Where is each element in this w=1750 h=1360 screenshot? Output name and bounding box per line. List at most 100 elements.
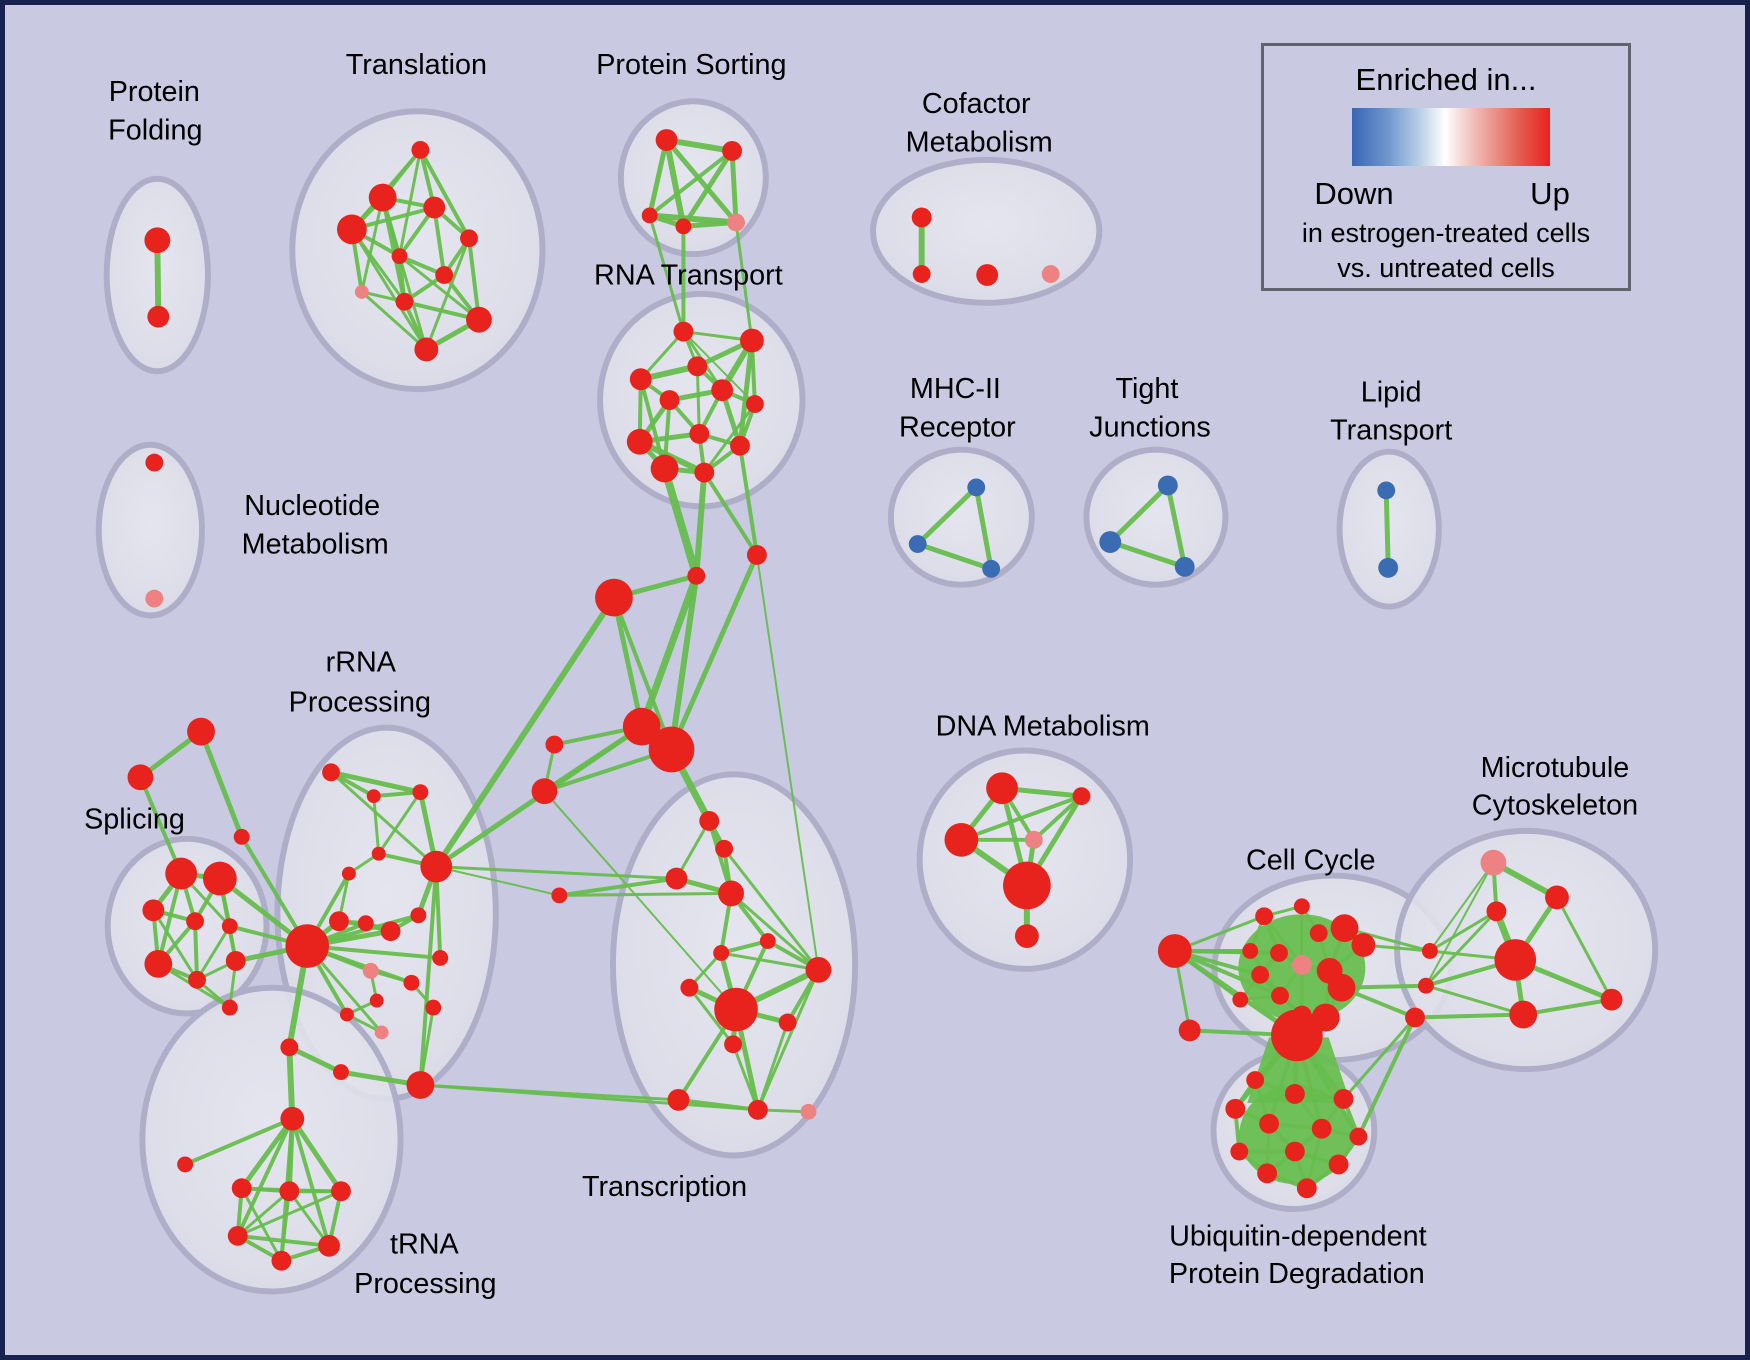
edge xyxy=(729,891,820,972)
edge xyxy=(1172,949,1282,998)
edge xyxy=(329,770,438,869)
gene-set-node xyxy=(673,321,694,342)
edge xyxy=(398,254,481,322)
gene-set-node xyxy=(1246,1071,1265,1089)
edge xyxy=(687,986,735,1046)
gene-set-node xyxy=(354,284,369,299)
gene-set-node xyxy=(1225,1098,1246,1119)
gene-set-node xyxy=(410,907,427,924)
gene-set-node xyxy=(1259,1113,1280,1134)
gene-set-node xyxy=(1480,849,1507,876)
gene-set-node xyxy=(414,337,439,362)
edge xyxy=(286,1044,296,1122)
edge xyxy=(418,1083,760,1112)
edge xyxy=(1342,1016,1417,1101)
gene-set-node xyxy=(368,183,397,212)
edge xyxy=(236,1189,291,1238)
edge xyxy=(195,924,232,982)
legend-title: Enriched in... xyxy=(1355,62,1537,97)
gene-set-node xyxy=(699,811,720,831)
cluster-label: Ubiquitin-dependent xyxy=(1169,1220,1427,1252)
gene-set-node xyxy=(145,589,164,608)
edge xyxy=(239,1116,295,1191)
gene-set-node xyxy=(1271,1009,1323,1062)
edge xyxy=(676,1097,760,1112)
edge xyxy=(663,137,687,230)
edge xyxy=(372,794,381,856)
gene-set-node xyxy=(1349,1127,1368,1146)
cluster-bubble-cofactor-metabolism xyxy=(870,156,1103,306)
gene-set-node xyxy=(944,822,979,857)
edge xyxy=(647,137,670,218)
edge xyxy=(756,968,820,1112)
cluster-label: Metabolism xyxy=(242,529,389,561)
gene-set-node xyxy=(908,535,927,553)
edge xyxy=(198,729,245,840)
edge xyxy=(647,148,735,218)
cluster-label: Lipid xyxy=(1361,377,1422,409)
gene-set-node xyxy=(420,850,453,883)
edge xyxy=(702,470,759,557)
gene-set-node xyxy=(322,763,340,782)
gene-set-node xyxy=(1293,898,1310,915)
gene-set-node xyxy=(366,789,381,804)
gene-set-node xyxy=(374,1025,389,1040)
legend-caption-line2: vs. untreated cells xyxy=(1337,253,1555,283)
gene-set-node xyxy=(280,1106,305,1131)
gene-set-node xyxy=(1232,991,1249,1008)
gene-set-node xyxy=(745,395,764,413)
gene-set-node xyxy=(188,970,206,989)
edge xyxy=(1424,861,1495,987)
gene-set-node xyxy=(331,1181,351,1202)
gene-set-node xyxy=(1257,1163,1278,1184)
gene-set-node xyxy=(369,993,384,1008)
cluster-bubble-protein-sorting xyxy=(617,98,769,258)
gene-set-node xyxy=(718,880,744,907)
gene-set-node xyxy=(1421,943,1438,959)
edge xyxy=(1262,914,1304,967)
edge xyxy=(1413,1012,1526,1020)
edge xyxy=(350,227,428,351)
gene-set-node xyxy=(778,1013,797,1032)
gene-set-node xyxy=(1157,934,1192,968)
gene-set-node xyxy=(423,196,446,219)
gene-set-node xyxy=(1251,965,1270,984)
edge xyxy=(669,552,760,752)
cluster-label: Tight xyxy=(1116,373,1179,405)
gene-set-node xyxy=(687,356,708,377)
gene-set-node xyxy=(1600,988,1623,1011)
edge xyxy=(719,939,770,955)
edge xyxy=(193,919,200,982)
gene-set-node xyxy=(687,566,706,585)
edge xyxy=(235,1233,332,1248)
gene-set-node xyxy=(362,962,379,979)
gene-set-node xyxy=(144,950,173,978)
gene-set-node xyxy=(747,1099,768,1120)
cluster-bubble-trna-processing xyxy=(139,984,404,1295)
gene-set-node xyxy=(227,1225,248,1246)
gene-set-node xyxy=(1509,1000,1538,1029)
gene-set-node xyxy=(976,264,999,286)
gene-set-node xyxy=(1003,861,1051,910)
edge xyxy=(434,865,678,881)
cluster-labels-layer: Protein Folding Translation Protein Sorting… xyxy=(84,49,1638,1300)
gene-set-node xyxy=(912,265,931,283)
legend-up-label: Up xyxy=(1530,176,1570,211)
edge xyxy=(1165,482,1188,570)
gene-set-node xyxy=(371,846,386,861)
edge xyxy=(435,865,561,897)
edge xyxy=(702,402,757,475)
gene-set-node xyxy=(1333,1088,1354,1109)
edge xyxy=(305,944,443,960)
gene-set-node xyxy=(147,305,170,328)
gene-set-node xyxy=(329,911,349,932)
gene-set-node xyxy=(1486,901,1507,922)
gene-set-node xyxy=(667,1088,690,1111)
gene-set-node xyxy=(724,1035,742,1054)
edge xyxy=(1031,794,1084,842)
edge xyxy=(1521,997,1614,1017)
edge xyxy=(1107,539,1188,570)
gene-set-node xyxy=(1545,885,1569,910)
gene-set-node xyxy=(1041,265,1060,283)
gene-set-node xyxy=(655,129,678,151)
